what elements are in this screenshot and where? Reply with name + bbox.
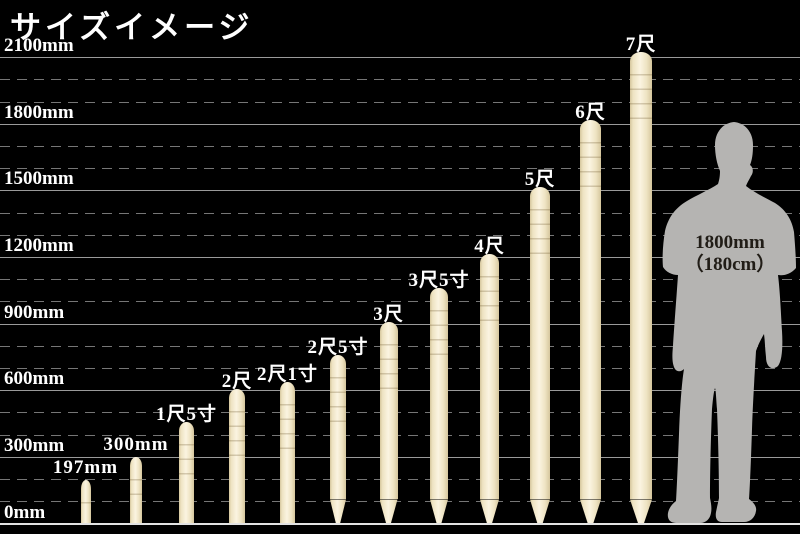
stake-notch-marks (530, 196, 550, 255)
axis-tick-label: 1500mm (4, 168, 74, 190)
stake-pointed-tip (580, 499, 601, 524)
stake-size-label: 1尺5寸 (155, 404, 217, 426)
axis-tick-label: 0mm (4, 501, 46, 523)
gridline-solid (0, 522, 800, 525)
stake-notch-marks (330, 364, 346, 423)
axis-tick-label: 300mm (4, 434, 65, 456)
gridline-dashed (0, 345, 800, 347)
gridline-solid (0, 456, 800, 458)
stake-pointed-tip (379, 499, 398, 524)
stake-size-label: 3尺5寸 (408, 269, 470, 291)
stake-body (330, 355, 346, 500)
stake-size-label: 2尺 (221, 370, 253, 392)
stake-notch-marks (280, 391, 295, 450)
gridline-solid (0, 390, 800, 392)
axis-tick-label: 600mm (4, 368, 65, 390)
stake-bar (330, 355, 346, 524)
stake-size-label: 5尺 (524, 169, 556, 191)
stake-notch-marks (80, 488, 91, 509)
gridline-dashed (0, 368, 800, 370)
gridline-dashed (0, 279, 800, 281)
stake-notch-marks (229, 397, 245, 456)
stake-size-label: 2尺5寸 (307, 337, 369, 359)
gridline-dashed (0, 234, 800, 236)
gridline-dashed (0, 212, 800, 214)
gridline-dashed (0, 501, 800, 503)
axis-tick-label: 1800mm (4, 101, 74, 123)
stake-body (80, 479, 91, 524)
stake-bar (280, 382, 295, 524)
stake-bar (80, 479, 91, 524)
stake-size-label: 7尺 (625, 34, 657, 56)
stake-body (179, 422, 194, 524)
stake-bar (480, 254, 499, 524)
stake-bar (630, 52, 652, 524)
gridline-solid (0, 123, 800, 125)
gridline-dashed (0, 145, 800, 147)
stake-body (530, 187, 550, 500)
person-height-cm: （180cm） (684, 254, 776, 275)
stake-pointed-tip (430, 499, 448, 524)
stake-body (630, 52, 652, 500)
stake-size-label: 2尺1寸 (256, 364, 318, 386)
stake-size-label: 6尺 (575, 101, 606, 123)
gridline-dashed (0, 301, 800, 303)
stake-pointed-tip (330, 499, 346, 524)
stake-bar (229, 388, 245, 524)
stake-notch-marks (179, 431, 194, 477)
stake-notch-marks (480, 263, 499, 322)
stake-body (580, 119, 601, 500)
person-silhouette (660, 119, 800, 529)
stake-notch-marks (430, 296, 448, 355)
gridline-dashed (0, 434, 800, 436)
stake-body (430, 287, 448, 500)
stake-notch-marks (580, 128, 601, 187)
stake-notch-marks (630, 61, 652, 120)
gridline-dashed (0, 479, 800, 481)
stake-bar (580, 119, 601, 524)
gridline-dashed (0, 412, 800, 414)
stake-pointed-tip (630, 499, 652, 524)
stake-body (280, 382, 295, 524)
stake-size-label: 3尺 (373, 303, 404, 325)
stake-body (130, 456, 142, 524)
stake-size-label: 300mm (103, 433, 169, 455)
stake-body (480, 254, 499, 500)
gridline-dashed (0, 79, 800, 81)
stake-bar (379, 321, 398, 524)
stake-size-label: 197mm (52, 456, 119, 478)
stake-bar (430, 287, 448, 524)
gridline-solid (0, 57, 800, 59)
axis-tick-label: 2100mm (4, 35, 74, 57)
stake-pointed-tip (530, 499, 550, 524)
stake-notch-marks (379, 330, 398, 389)
stake-pointed-tip (480, 499, 499, 524)
man-silhouette-shape (662, 122, 796, 523)
stake-bar (530, 187, 550, 524)
axis-tick-label: 1200mm (4, 234, 74, 256)
page-title: サイズイメージ (10, 10, 254, 45)
person-height-mm: 1800mm (695, 232, 765, 253)
gridline-solid (0, 323, 800, 325)
axis-tick-label: 900mm (4, 301, 65, 323)
gridline-solid (0, 256, 800, 258)
gridline-solid (0, 190, 800, 192)
gridline-dashed (0, 101, 800, 103)
person-height-label: 1800mm （180cm） (660, 232, 800, 276)
gridline-dashed (0, 168, 800, 170)
stake-bar (179, 422, 194, 524)
stake-notch-marks (130, 465, 142, 496)
stake-body (379, 321, 398, 500)
stake-bar (130, 456, 142, 524)
stake-size-label: 4尺 (474, 236, 505, 258)
stake-body (229, 388, 245, 524)
